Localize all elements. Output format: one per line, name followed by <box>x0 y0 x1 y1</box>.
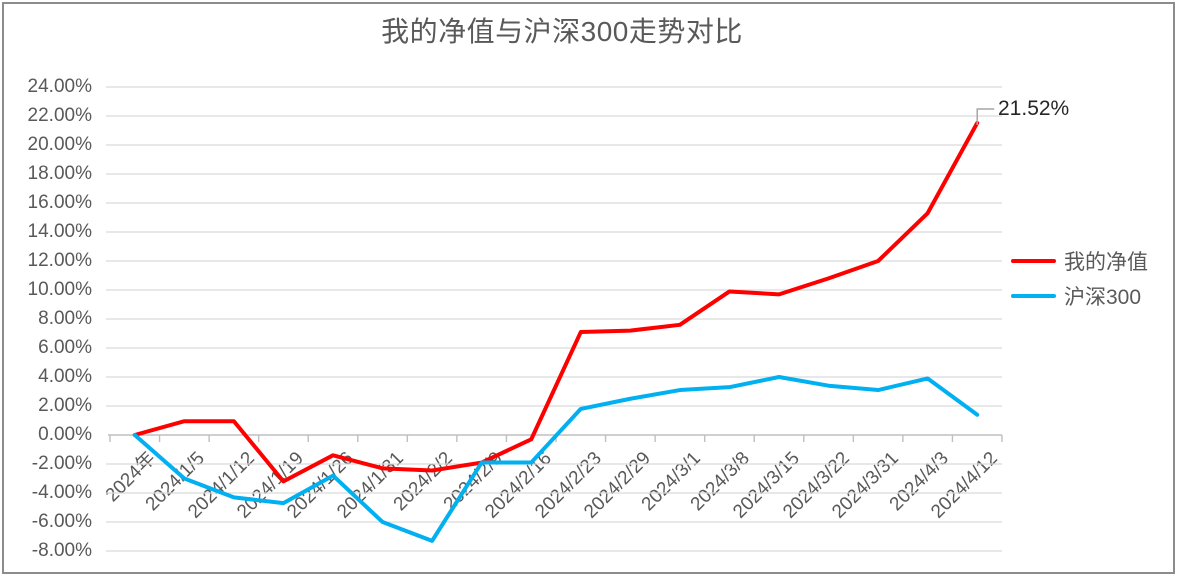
y-axis-label: 0.00% <box>38 424 92 445</box>
y-axis-label: -6.00% <box>31 511 92 532</box>
legend-item-csi300: 沪深300 <box>1011 282 1148 309</box>
series-line-我的净值 <box>132 120 980 484</box>
y-axis-label: 2.00% <box>38 395 92 416</box>
y-axis-label: -8.00% <box>31 540 92 561</box>
y-axis-label: -4.00% <box>31 482 92 503</box>
y-axis-label: 22.00% <box>27 105 92 126</box>
y-axis-label: 14.00% <box>27 221 92 242</box>
y-axis-label: 16.00% <box>27 192 92 213</box>
annotation-label: 21.52% <box>998 97 1070 120</box>
y-axis-label: 10.00% <box>27 279 92 300</box>
y-axis-label: 20.00% <box>27 134 92 155</box>
y-axis-label: 12.00% <box>27 250 92 271</box>
legend-label: 沪深300 <box>1064 285 1142 309</box>
annotation-connector <box>976 108 995 125</box>
y-axis-label: -2.00% <box>31 453 92 474</box>
y-axis-label: 24.00% <box>27 76 92 97</box>
legend-line-swatch-blue <box>1011 293 1056 298</box>
legend-line-swatch-red <box>1011 258 1056 263</box>
y-axis-label: 8.00% <box>38 308 92 329</box>
legend-label: 我的净值 <box>1064 250 1148 274</box>
y-axis-label: 4.00% <box>38 366 92 387</box>
series-line-沪深300 <box>132 375 980 543</box>
y-axis-label: 18.00% <box>27 163 92 184</box>
legend: 我的净值 沪深300 <box>1011 247 1148 317</box>
chart-title: 我的净值与沪深300走势对比 <box>381 16 743 47</box>
y-axis-label: 6.00% <box>38 337 92 358</box>
legend-item-my-networth: 我的净值 <box>1011 247 1148 274</box>
